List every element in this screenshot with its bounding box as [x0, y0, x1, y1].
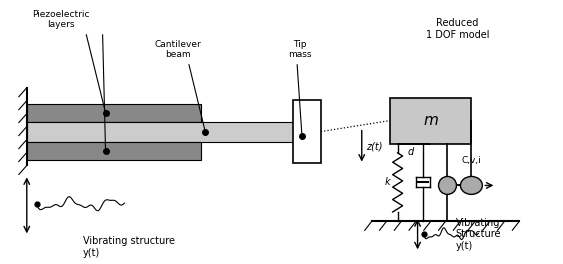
FancyBboxPatch shape: [390, 98, 471, 144]
Text: Θ: Θ: [444, 180, 452, 190]
Text: Vibrating structure
y(t): Vibrating structure y(t): [83, 236, 175, 258]
FancyBboxPatch shape: [293, 100, 321, 163]
Circle shape: [439, 176, 457, 194]
Text: m: m: [423, 113, 438, 128]
FancyBboxPatch shape: [27, 142, 201, 159]
Text: Piezoelectric
layers: Piezoelectric layers: [32, 10, 90, 29]
Text: Tip
mass: Tip mass: [288, 40, 312, 59]
Ellipse shape: [461, 176, 482, 194]
Text: d: d: [408, 147, 414, 157]
FancyBboxPatch shape: [27, 104, 201, 122]
Text: k: k: [385, 177, 391, 187]
Text: Reduced
1 DOF model: Reduced 1 DOF model: [426, 18, 489, 40]
Text: z(t): z(t): [366, 141, 382, 151]
Text: C,v,i: C,v,i: [462, 157, 481, 166]
FancyBboxPatch shape: [27, 122, 295, 142]
Text: Cantilever
beam: Cantilever beam: [155, 40, 202, 59]
Text: Vibrating
Structure
y(t): Vibrating Structure y(t): [455, 218, 501, 251]
